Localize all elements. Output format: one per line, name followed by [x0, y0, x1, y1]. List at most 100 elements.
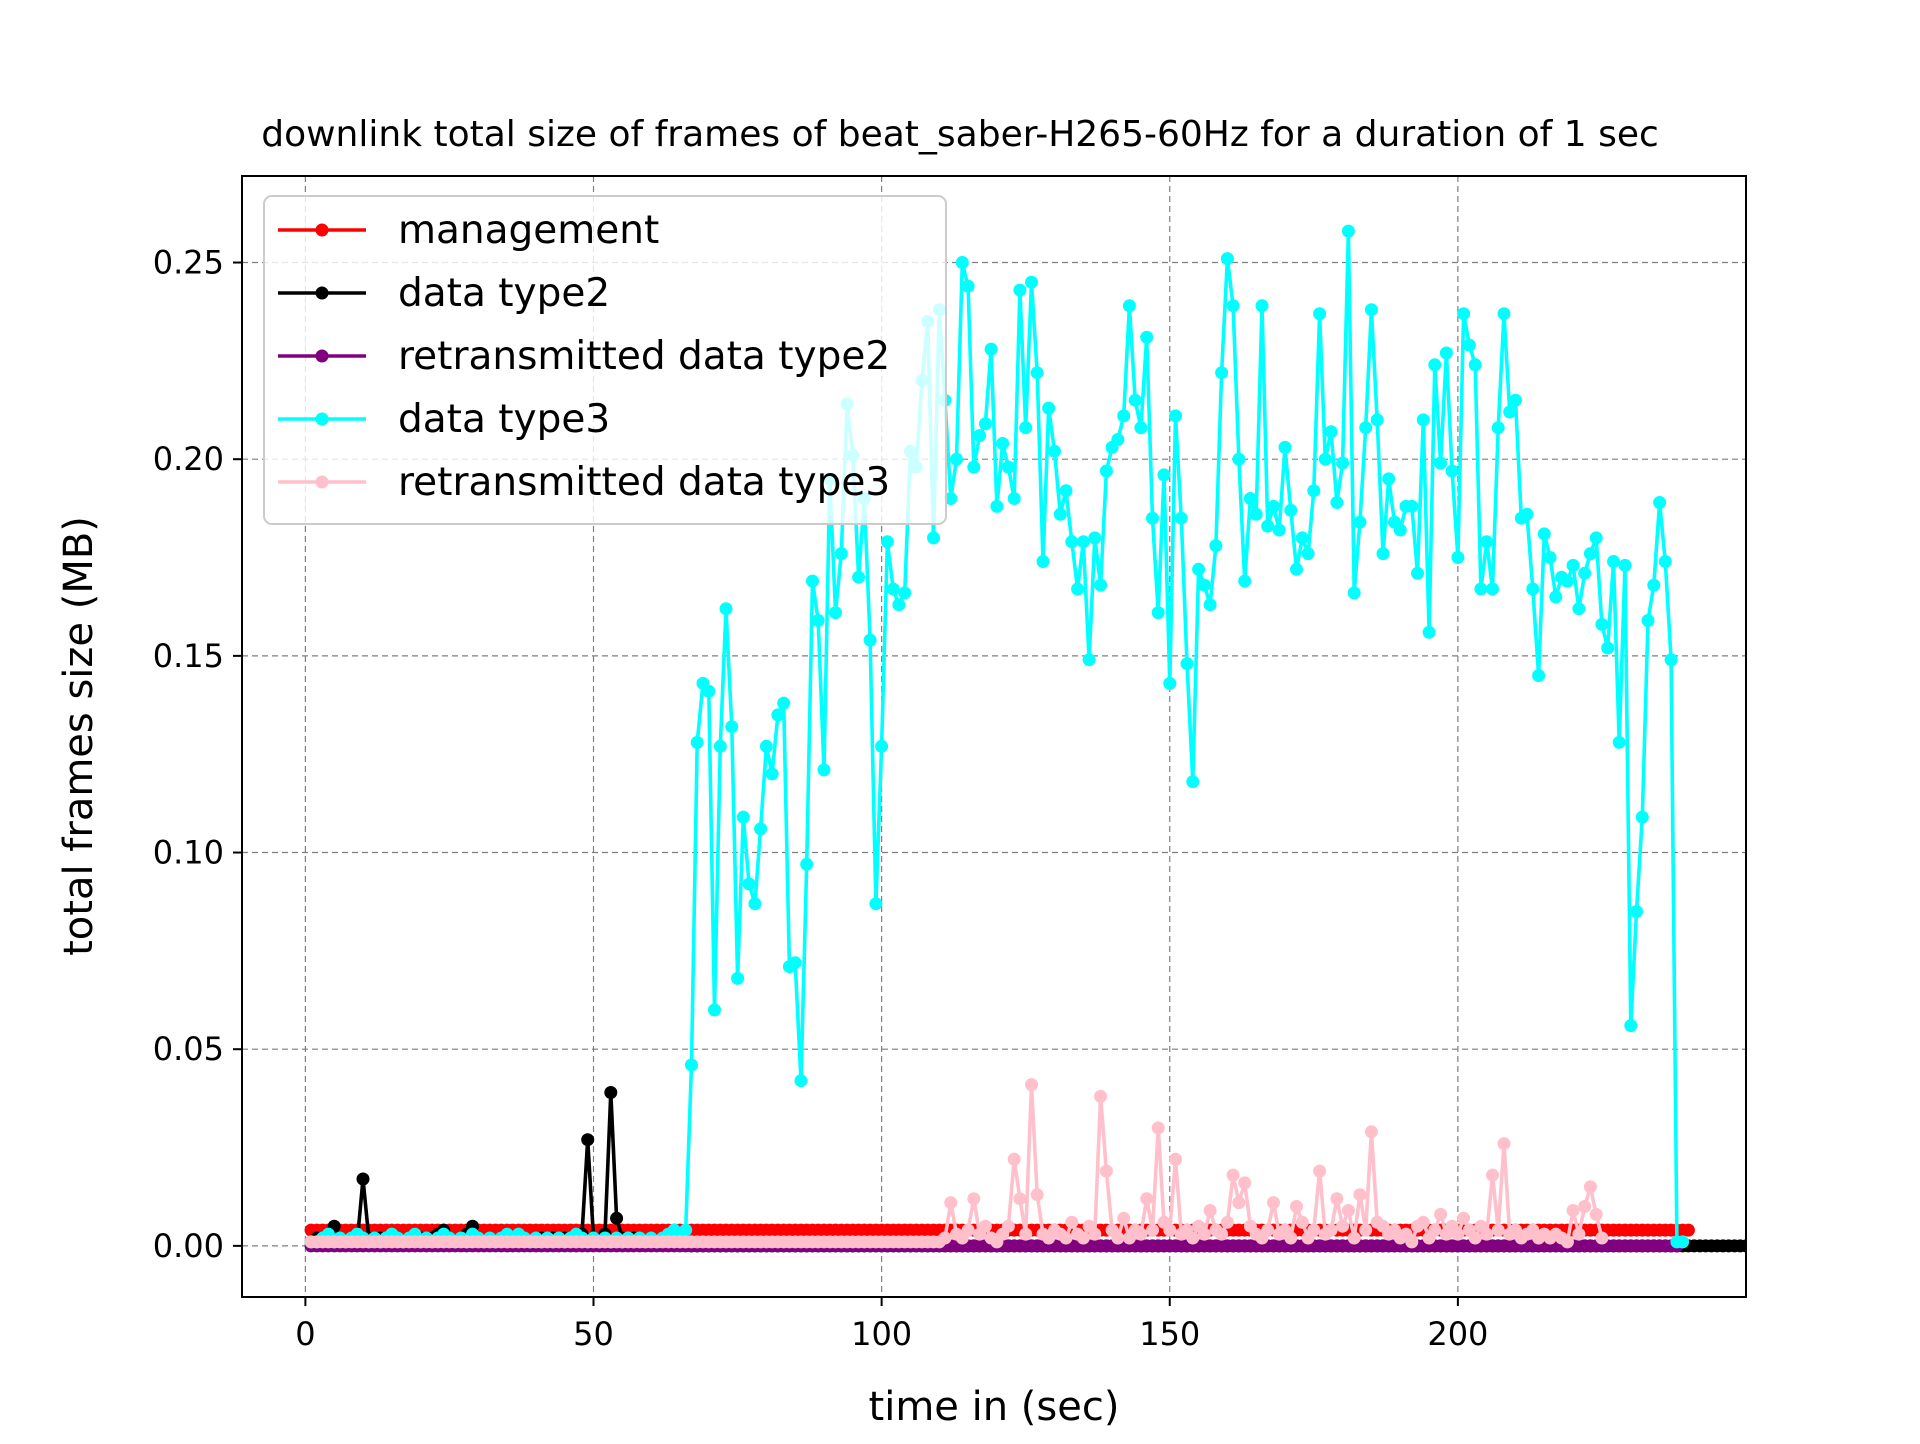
data-point — [1053, 507, 1067, 521]
legend-label: data type2 — [398, 271, 610, 316]
data-point — [1416, 413, 1430, 427]
data-point — [1186, 1231, 1200, 1245]
data-point — [1267, 1196, 1280, 1210]
data-point — [1151, 1121, 1165, 1135]
data-point — [604, 1086, 618, 1099]
data-point — [886, 582, 900, 596]
data-point — [1099, 1164, 1113, 1178]
legend-label: retransmitted data type3 — [398, 460, 890, 505]
data-point — [1140, 1192, 1154, 1206]
data-point — [1290, 1200, 1303, 1213]
data-point — [1583, 547, 1597, 561]
data-point — [1428, 358, 1442, 372]
data-point — [1451, 551, 1465, 564]
data-point — [1209, 539, 1223, 553]
data-point — [1226, 1168, 1240, 1182]
legend-box — [263, 195, 947, 525]
data-point — [1232, 452, 1246, 466]
data-point — [1480, 535, 1494, 549]
data-point — [1128, 393, 1142, 407]
data-point — [806, 574, 819, 588]
data-point — [1307, 1223, 1321, 1237]
data-point — [1474, 582, 1488, 596]
data-point — [1434, 1207, 1448, 1221]
data-point — [1359, 1223, 1373, 1237]
data-point — [811, 614, 825, 627]
data-point — [996, 437, 1010, 450]
y-tick-label: 0.15 — [153, 637, 224, 675]
data-point — [1491, 1223, 1505, 1237]
data-point — [1088, 531, 1102, 545]
data-point — [1439, 346, 1453, 360]
data-point — [973, 429, 987, 443]
data-point — [990, 499, 1004, 513]
data-point — [1036, 555, 1050, 568]
data-point — [1076, 1231, 1090, 1245]
data-point — [1364, 303, 1378, 317]
data-point — [1457, 307, 1471, 321]
legend-label: data type3 — [398, 397, 610, 442]
data-point — [1364, 1125, 1378, 1139]
data-point — [1468, 358, 1482, 372]
data-point — [685, 1058, 698, 1072]
data-point — [1157, 468, 1171, 482]
data-point — [1048, 444, 1061, 458]
data-point — [1232, 1196, 1246, 1210]
data-point — [1416, 1215, 1430, 1229]
data-point — [1134, 421, 1148, 435]
data-point — [1497, 1137, 1511, 1151]
data-point — [984, 342, 998, 356]
chart-title: downlink total size of frames of beat_sa… — [261, 114, 1659, 155]
data-point — [1284, 1231, 1298, 1245]
data-point — [765, 767, 779, 781]
data-point — [1739, 1239, 1746, 1253]
data-point — [1019, 421, 1033, 435]
x-tick-label: 100 — [851, 1315, 912, 1353]
data-point — [1318, 452, 1332, 466]
y-tick-label: 0.10 — [153, 834, 224, 872]
data-point — [1134, 1227, 1148, 1241]
data-point — [1566, 1204, 1580, 1217]
y-axis-ticks: 0.00 0.05 0.10 0.15 0.20 0.25 — [153, 244, 242, 1265]
data-point — [1019, 1227, 1033, 1241]
data-point — [708, 1003, 721, 1017]
data-point — [1001, 460, 1015, 474]
series-group — [304, 224, 1746, 1253]
x-tick-label: 50 — [573, 1315, 614, 1353]
data-point — [1220, 252, 1234, 266]
data-point — [1376, 547, 1390, 561]
data-point — [1664, 653, 1678, 667]
data-point — [1353, 515, 1367, 529]
data-point — [1572, 1227, 1586, 1241]
data-point — [1295, 531, 1309, 545]
data-point — [1215, 1227, 1229, 1241]
legend-label: management — [398, 208, 659, 253]
data-point — [875, 739, 889, 753]
data-point — [1013, 283, 1027, 297]
data-point — [1486, 582, 1499, 596]
data-point — [1001, 1219, 1015, 1233]
data-point — [1163, 676, 1177, 690]
data-point — [1635, 810, 1649, 824]
data-point — [1042, 401, 1056, 415]
data-point — [863, 633, 877, 647]
legend-label: retransmitted data type2 — [398, 334, 890, 379]
data-point — [1151, 606, 1165, 620]
data-point — [978, 1219, 992, 1233]
legend-swatch-marker — [315, 412, 329, 426]
data-point — [702, 684, 716, 698]
data-point — [1071, 582, 1085, 596]
data-point — [1122, 299, 1136, 313]
data-point — [1434, 456, 1448, 470]
data-point — [1480, 1227, 1494, 1241]
data-point — [1203, 1204, 1217, 1217]
data-point — [1681, 1223, 1695, 1237]
data-point — [1405, 1235, 1419, 1249]
data-point — [713, 739, 727, 753]
data-point — [1284, 503, 1298, 517]
data-point — [754, 822, 768, 836]
data-point — [1359, 421, 1373, 435]
legend-swatch-marker — [315, 286, 329, 300]
